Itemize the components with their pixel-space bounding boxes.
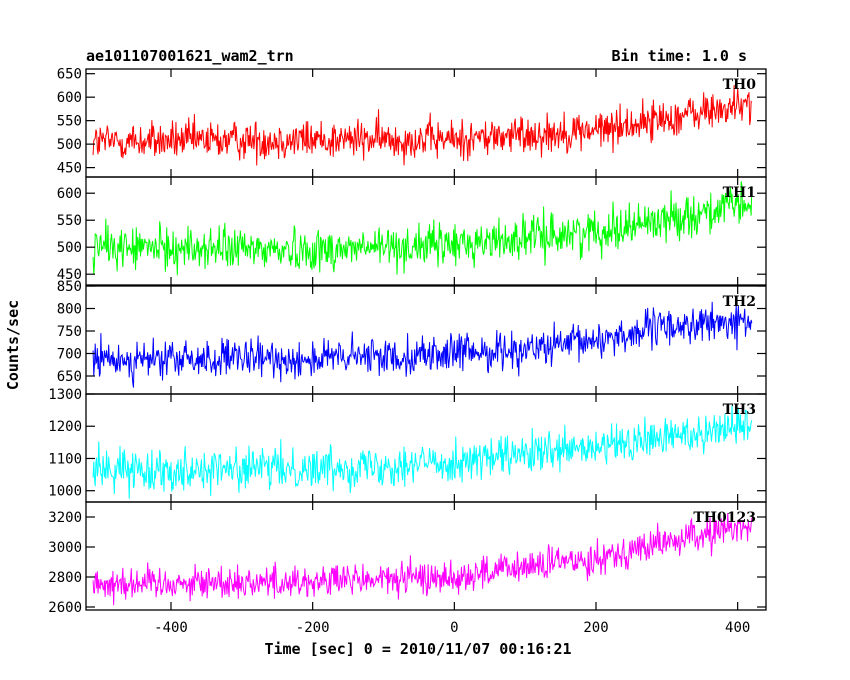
panel-frame: [85, 285, 767, 395]
y-tick-label: 500: [57, 240, 82, 256]
x-tick-label: -400: [154, 620, 188, 636]
y-tick-label: 600: [57, 90, 82, 106]
y-tick-label: 2800: [48, 570, 82, 586]
y-tick-label: 1200: [48, 419, 82, 435]
panel-th2: 650 700 750 800 850 TH2: [57, 279, 767, 395]
y-tick-label: 1100: [48, 451, 82, 467]
y-tick-label: 750: [57, 324, 82, 340]
y-tick-label: 450: [57, 161, 82, 177]
y-tick-label: 700: [57, 347, 82, 363]
y-tick-label: 1300: [48, 387, 82, 403]
panel-th1: 450 500 550 600 TH1: [57, 176, 767, 286]
series-line-th0123: [92, 513, 753, 606]
bin-time-label: Bin time: 1.0 s: [612, 47, 747, 65]
panel-label: TH1: [723, 185, 756, 201]
panel-frame: [85, 393, 767, 503]
y-tick-label: 500: [57, 137, 82, 153]
y-tick-label: 3000: [48, 540, 82, 556]
series-line-th2: [92, 301, 753, 388]
series-line-th0: [92, 85, 753, 166]
y-tick-label: 1000: [48, 484, 82, 500]
y-tick-label: 850: [57, 279, 82, 295]
x-axis: -400 -200 0 200 400: [154, 620, 750, 636]
y-tick-label: 450: [57, 267, 82, 283]
y-tick-label: 550: [57, 213, 82, 229]
chart-title: ae101107001621_wam2_trn: [86, 47, 294, 65]
panel-th3: 1000 1100 1200 1300 TH3: [48, 387, 767, 503]
x-tick-label: 400: [725, 620, 750, 636]
panels-group: 450 500 550 600 650 TH0 450 500 550 600 TH1 650 700 7…: [48, 67, 767, 616]
panel-frame: [85, 501, 767, 611]
x-tick-label: 200: [583, 620, 608, 636]
panel-label: TH3: [723, 402, 756, 418]
y-tick-label: 650: [57, 369, 82, 385]
x-tick-label: -200: [296, 620, 330, 636]
y-tick-label: 600: [57, 186, 82, 202]
y-tick-label: 800: [57, 302, 82, 318]
y-axis-label: Counts/sec: [4, 300, 22, 390]
panel-th0123: 2600 2800 3000 3200 TH0123: [48, 501, 767, 616]
series-line-th1: [92, 181, 753, 276]
panel-label: TH0: [723, 77, 757, 93]
y-tick-label: 2600: [48, 600, 82, 616]
y-tick-label: 3200: [48, 510, 82, 526]
panel-th0: 450 500 550 600 650 TH0: [57, 67, 767, 178]
x-tick-label: 0: [450, 620, 458, 636]
panel-label: TH2: [723, 294, 756, 310]
x-axis-label: Time [sec] 0 = 2010/11/07 00:16:21: [264, 640, 571, 658]
panel-frame: [85, 176, 767, 286]
panel-label: TH0123: [693, 510, 756, 526]
y-tick-label: 650: [57, 67, 82, 83]
series-line-th3: [92, 405, 753, 499]
y-tick-label: 550: [57, 114, 82, 130]
